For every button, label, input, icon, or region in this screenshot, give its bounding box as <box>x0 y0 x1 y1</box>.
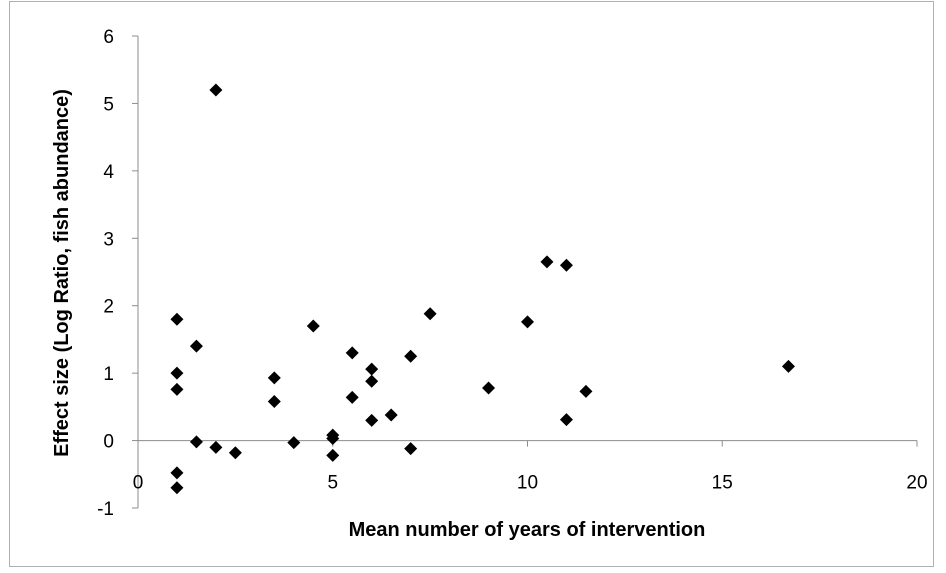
x-tick-label: 10 <box>517 473 538 494</box>
data-point <box>423 307 437 321</box>
data-point <box>559 258 573 272</box>
data-point <box>209 83 223 97</box>
data-point <box>521 315 534 329</box>
data-point <box>170 466 184 480</box>
x-tick-label: 5 <box>327 473 338 494</box>
data-point <box>404 442 418 456</box>
data-point <box>170 312 184 326</box>
x-tick-label: 15 <box>712 473 733 494</box>
data-point <box>365 374 379 388</box>
data-point <box>540 255 554 269</box>
data-point <box>170 481 184 495</box>
y-tick-label: 5 <box>103 94 114 115</box>
data-point <box>306 319 320 333</box>
axes <box>132 35 918 509</box>
x-tick-label: 0 <box>133 473 144 494</box>
x-tick-label: 20 <box>906 473 927 494</box>
data-point <box>404 349 418 363</box>
data-point <box>559 413 573 427</box>
y-tick-label: -1 <box>97 499 114 520</box>
chart-frame <box>9 1 934 567</box>
y-tick-label: 4 <box>103 162 114 183</box>
y-tick-label: 0 <box>103 432 114 453</box>
data-point <box>365 362 379 376</box>
y-axis-title: Effect size (Log Ratio, fish abundance) <box>51 89 73 457</box>
data-point <box>579 384 593 398</box>
data-point <box>170 382 184 396</box>
data-point <box>170 366 184 380</box>
data-point <box>326 432 340 446</box>
data-point <box>189 339 203 353</box>
data-point <box>365 413 379 427</box>
y-tick-label: 3 <box>103 229 114 250</box>
data-point <box>209 440 223 454</box>
y-tick-label: 6 <box>103 27 114 48</box>
data-point <box>781 359 795 373</box>
data-point <box>287 436 301 450</box>
x-axis-title: Mean number of years of intervention <box>349 519 706 541</box>
data-point <box>267 371 281 385</box>
data-point <box>384 408 398 422</box>
data-point <box>345 346 359 360</box>
y-tick-label: 2 <box>103 297 114 318</box>
data-point <box>267 394 281 408</box>
data-points <box>170 83 795 495</box>
data-point <box>326 448 340 462</box>
y-tick-label: 1 <box>103 364 114 385</box>
data-point <box>482 381 496 395</box>
data-point <box>189 435 203 449</box>
data-point <box>345 390 359 404</box>
tick-labels: -1 0 1 2 3 4 5 6 0 5 10 15 20 <box>97 27 927 520</box>
data-point <box>228 446 242 460</box>
